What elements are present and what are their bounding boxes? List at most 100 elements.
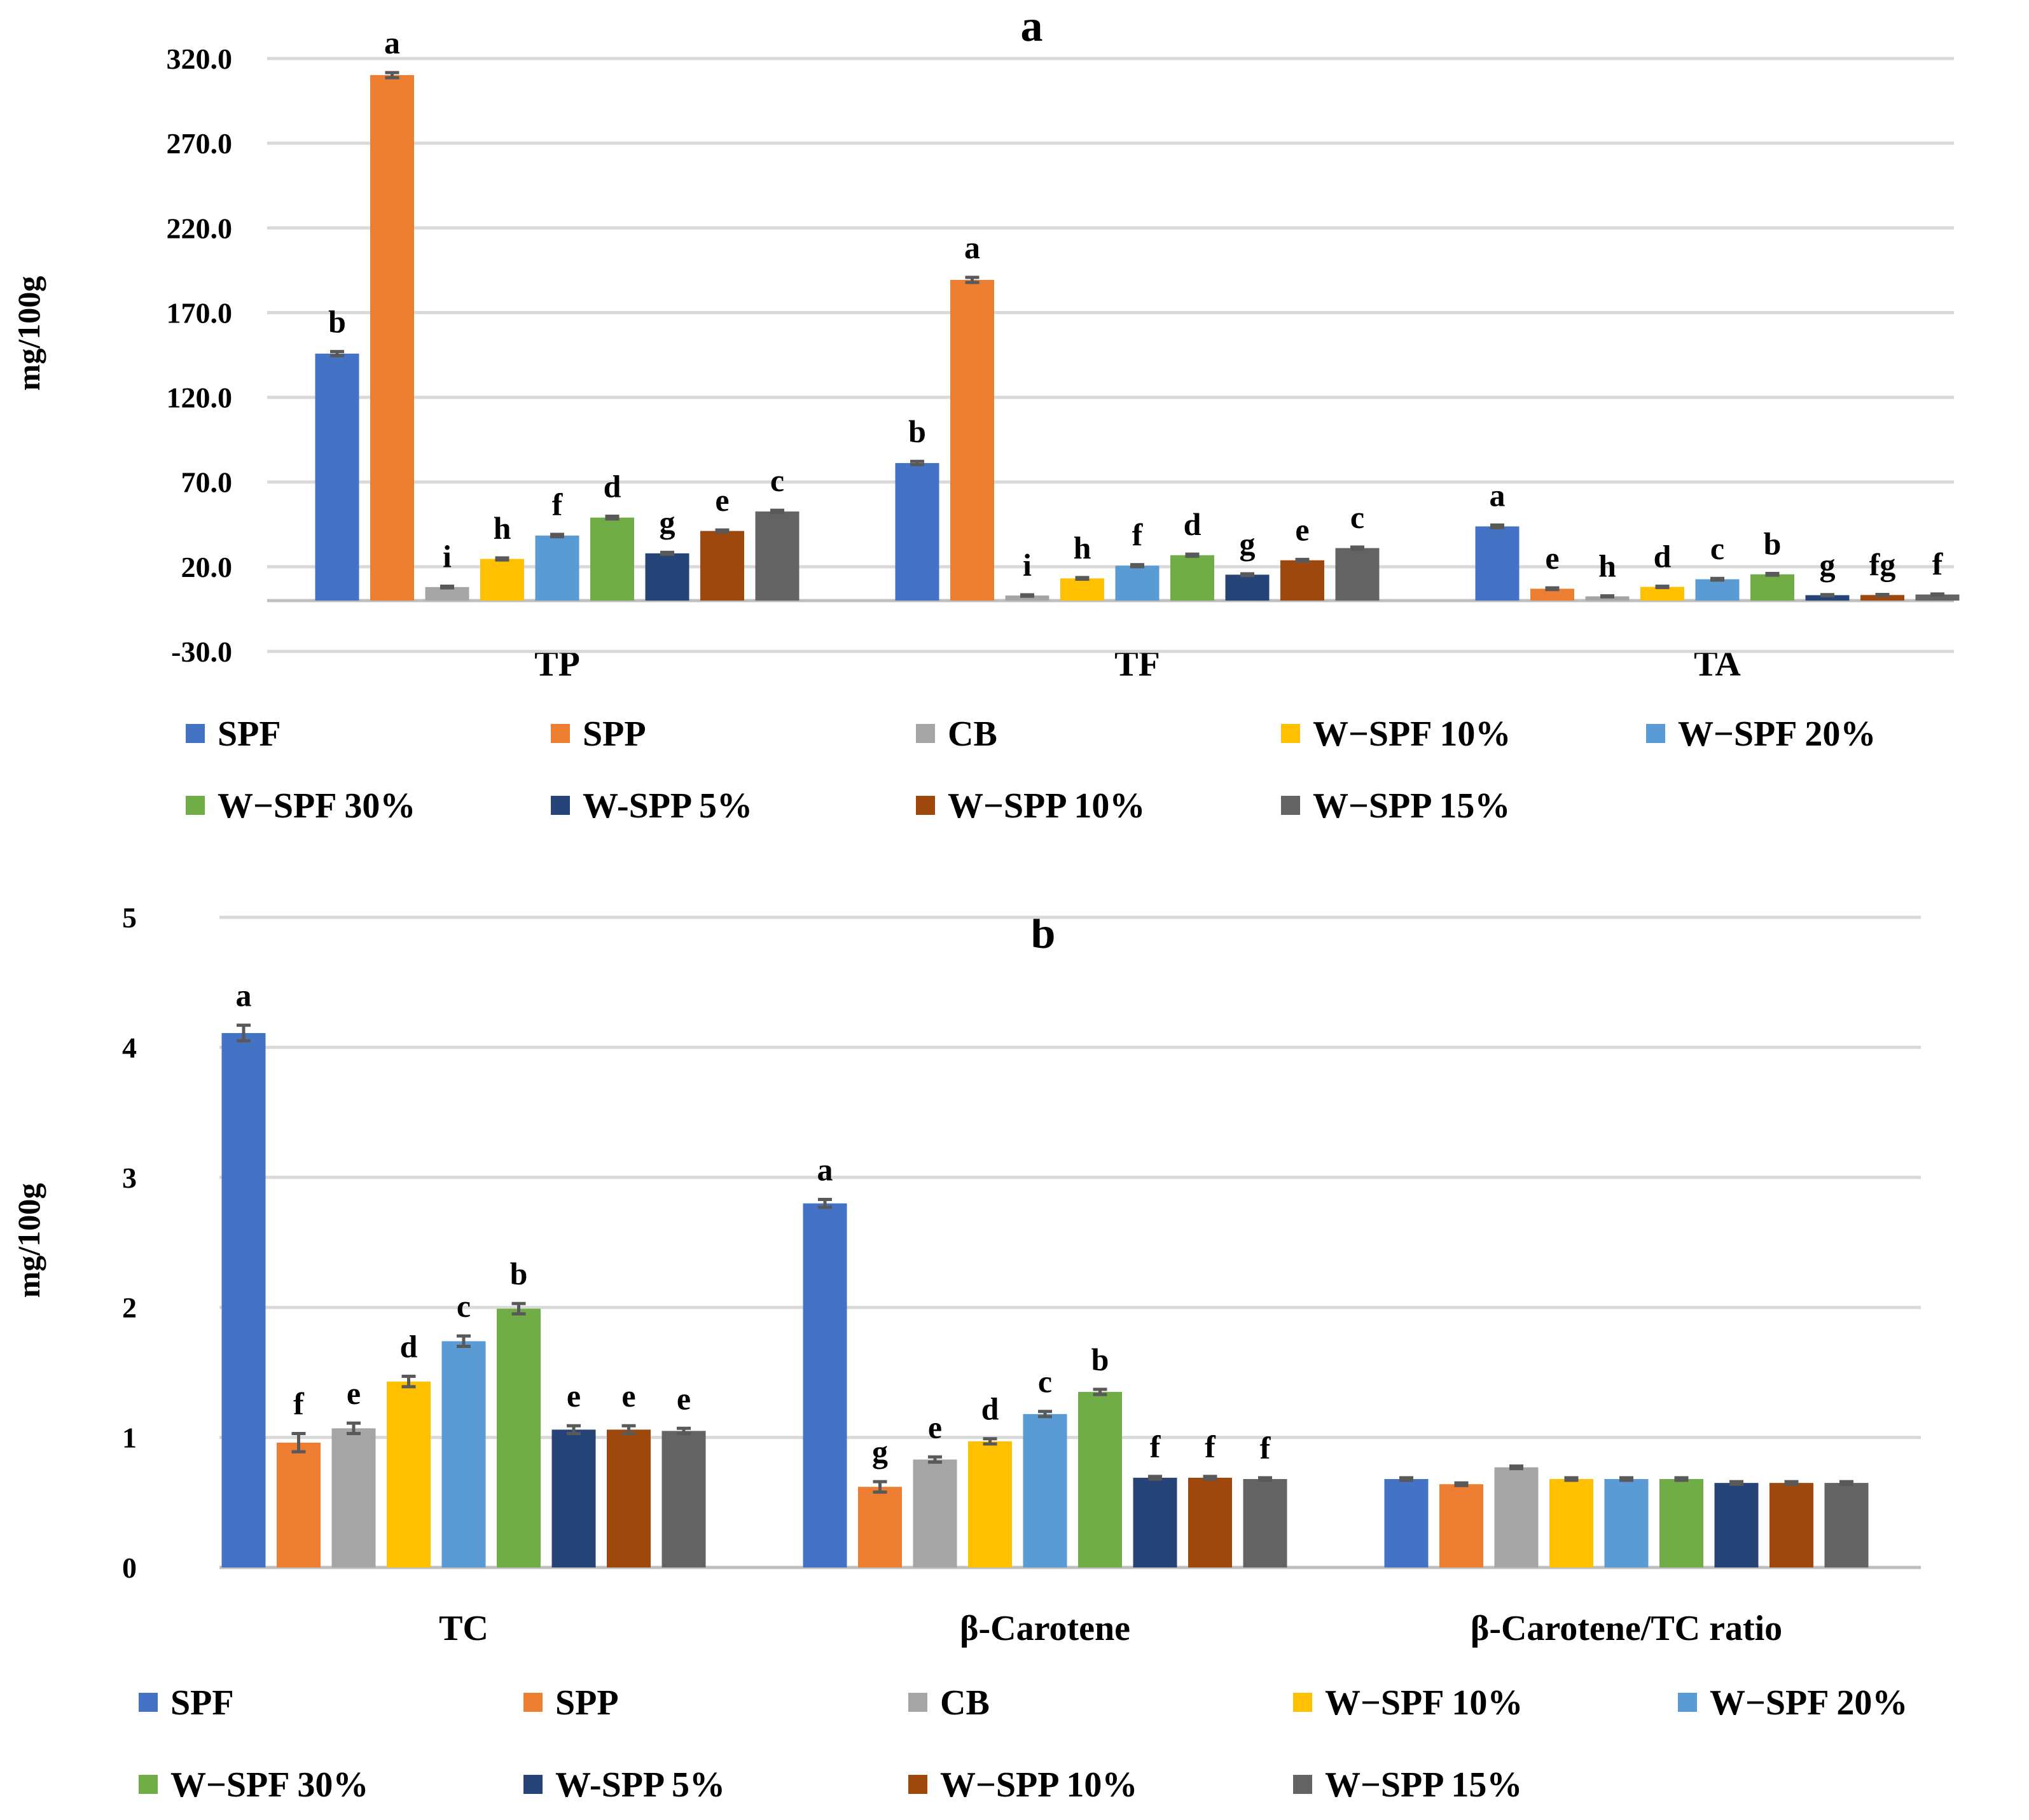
chart-a-significance-letter: e [715,482,729,518]
chart-a-legend-label-cb: CB [948,714,997,754]
chart-b-bar-carotene-tc-ratio-w-spf-20 [1604,1479,1649,1567]
chart-a-significance-letter: f [552,487,564,522]
chart-b-bar-carotene-w-spf-30 [1078,1392,1122,1567]
chart-a-error-bar-tp-spf [330,350,344,358]
chart-a-bar-tp-w-spp-15 [755,511,800,601]
chart-a-significance-letter: d [1184,506,1201,542]
chart-b-bar-carotene-tc-ratio-w-spp-10 [1769,1483,1813,1567]
chart-b-category-label-ratio: β-Carotene/TC ratio [1471,1609,1782,1648]
chart-a-bar-tp-spf [315,353,359,601]
chart-b-error-bar-carotene-cb [928,1455,942,1464]
chart-b-bar-carotene-tc-ratio-w-spf-10 [1549,1479,1593,1567]
chart-b-bar-tc-w-spp-15 [661,1431,706,1567]
chart-b-error-bar-carotene-tc-ratio-w-spf-30 [1674,1476,1689,1482]
chart-b-significance-letter: f [1260,1430,1271,1466]
chart-a-legend-label-spf: SPF [218,714,281,754]
chart-a-bar-ta-w-spp-15 [1915,594,1960,601]
chart-a-bar-ta-spf [1475,526,1520,601]
chart-b-error-bar-carotene-tc-ratio-w-spp-10 [1784,1480,1799,1486]
chart-b-category-label-beta-carotene: β-Carotene [960,1609,1130,1648]
chart-b-error-bar-carotene-w-spp-15 [1258,1476,1272,1482]
chart-a-bar-tp-w-spf-10 [480,559,524,601]
chart-a-significance-letter: f [1132,517,1144,553]
chart-b-significance-letter: c [457,1288,471,1324]
chart-a-significance-letter: c [1350,499,1364,535]
chart-b-significance-letter: f [1150,1429,1161,1464]
chart-b-error-bar-carotene-tc-ratio-w-spp-5 [1729,1480,1743,1486]
chart-b-bar-carotene-tc-ratio-cb [1494,1467,1539,1567]
chart-b-y-tick-label: 0 [122,1552,137,1584]
chart-b-legend-label-spp: SPP [555,1683,619,1723]
chart-b-bar-tc-w-spf-10 [387,1381,431,1567]
chart-b-y-axis-label: mg/100g [11,1183,46,1298]
chart-a-legend-label-w-spp-15: W−SPP 15% [1313,786,1510,826]
chart-a-significance-letter: d [1654,538,1672,574]
chart-b-legend-swatch-w-spf-30 [139,1775,158,1794]
chart-a-error-bar-ta-w-spp-15 [1930,592,1944,597]
chart-a-significance-letter: b [908,413,926,449]
chart-b-significance-letter: b [1091,1342,1109,1377]
chart-b-y-tick-label: 3 [122,1162,137,1194]
chart-b-bar-carotene-tc-ratio-w-spf-30 [1659,1479,1703,1567]
chart-b-error-bar-carotene-w-spf-30 [1093,1387,1107,1396]
chart-a-legend-swatch-w-spp-15 [1281,796,1300,815]
chart-b-significance-letter: e [621,1378,635,1414]
chart-b-error-bar-tc-spf [237,1024,251,1043]
chart-b-error-bar-carotene-tc-ratio-w-spf-20 [1619,1476,1633,1482]
chart-a-error-bar-tp-w-spp-5 [660,550,674,556]
chart-a-y-tick-label: -30.0 [171,636,232,668]
chart-b-bar-carotene-w-spf-10 [968,1441,1012,1567]
chart-a-significance-letter: c [1710,531,1724,566]
chart-a-bar-tf-w-spp-5 [1225,574,1270,601]
chart-a-error-bar-ta-cb [1600,594,1614,599]
chart-b-error-bar-carotene-tc-ratio-w-spf-10 [1564,1476,1579,1482]
chart-b-legend-label-spf: SPF [170,1683,234,1723]
chart-a-y-tick-label: 320.0 [167,43,233,75]
chart-b-bar-carotene-spp [858,1487,902,1567]
chart-a-y-axis-label: mg/100g [11,276,46,391]
chart-a-significance-letter: h [1598,548,1616,584]
chart-a-y-tick-label: 70.0 [181,466,233,499]
chart-a-error-bar-tp-w-spf-20 [550,532,564,539]
chart-a-error-bar-ta-w-spf-30 [1765,572,1780,577]
chart-b-bar-carotene-tc-ratio-w-spp-5 [1714,1483,1759,1567]
chart-a-bar-tf-w-spf-30 [1170,555,1214,601]
chart-a-bar-ta-w-spp-10 [1860,595,1904,601]
chart-a-error-bar-ta-w-spf-20 [1710,576,1724,582]
chart-a-significance-letter: a [964,230,980,265]
chart-b-legend-label-w-spf-10: W−SPF 10% [1325,1683,1523,1723]
chart-a-significance-letter: i [1023,547,1032,583]
chart-b-bar-carotene-tc-ratio-spf [1384,1479,1429,1567]
chart-a-bar-tf-spf [895,462,939,601]
chart-b-bar-carotene-tc-ratio-spp [1439,1484,1483,1567]
chart-a-error-bar-tf-spp [965,275,980,284]
chart-b-bar-carotene-w-spp-10 [1188,1477,1232,1567]
chart-b-error-bar-carotene-w-spp-10 [1203,1475,1217,1481]
chart-a-bar-tf-spp [950,280,994,601]
chart-a-bar-tf-w-spp-10 [1280,560,1324,601]
chart-a-error-bar-ta-spf [1490,523,1504,530]
chart-a-error-bar-ta-w-spp-5 [1820,593,1834,597]
chart-a-bar-tf-w-spf-10 [1060,578,1104,601]
chart-a-bar-ta-spp [1530,588,1574,601]
chart-b-legend-swatch-w-spp-10 [908,1775,927,1794]
chart-a-bar-tp-cb [425,587,469,601]
chart-b-error-bar-carotene-tc-ratio-cb [1509,1464,1523,1471]
chart-a-significance-letter: b [328,304,346,340]
chart-b-error-bar-carotene-w-spp-5 [1148,1475,1162,1481]
chart-a-legend-label-w-spp-5: W-SPP 5% [583,786,752,826]
chart-b-bar-carotene-w-spf-20 [1023,1414,1067,1567]
chart-a-bar-tp-spp [370,75,414,601]
chart-a-error-bar-ta-w-spf-10 [1655,584,1670,590]
chart-a-bar-tp-w-spp-10 [700,531,744,601]
chart-a-legend-swatch-w-spp-5 [551,796,570,815]
chart-b-legend-label-w-spp-10: W−SPP 10% [940,1765,1137,1805]
chart-a-legend-label-w-spf-20: W−SPF 20% [1678,714,1876,754]
chart-a-legend-label-w-spp-10: W−SPP 10% [948,786,1145,826]
chart-a-legend-label-w-spf-30: W−SPF 30% [218,786,415,826]
chart-a-significance-letter: f [1932,546,1944,582]
chart-b-significance-letter: b [510,1256,528,1291]
chart-a-significance-letter: h [1074,530,1091,566]
chart-b-legend-swatch-cb [908,1693,927,1712]
chart-b-error-bar-carotene-spp [873,1480,887,1494]
